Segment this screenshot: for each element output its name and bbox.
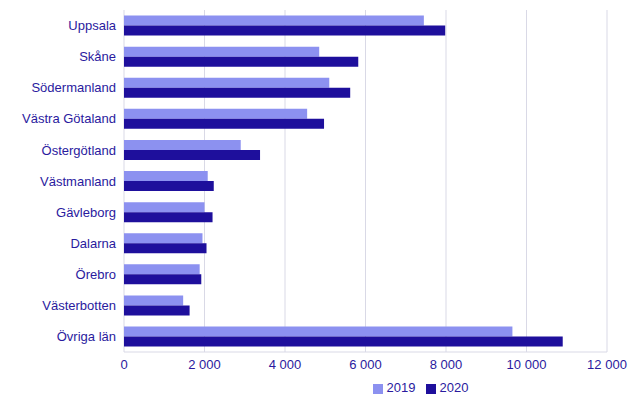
svg-text:Gävleborg: Gävleborg — [56, 205, 116, 220]
html-text:2019: 2019 — [386, 380, 416, 395]
svg-text:Västmanland: Västmanland — [40, 174, 116, 189]
svg-text:Skåne: Skåne — [79, 49, 116, 64]
svg-text:Östergötland: Östergötland — [42, 143, 116, 158]
svg-text:8 000: 8 000 — [430, 357, 463, 372]
svg-text:Övriga län: Övriga län — [57, 329, 116, 344]
svg-text:10 000: 10 000 — [507, 357, 547, 372]
svg-text:Västerbotten: Västerbotten — [42, 298, 116, 313]
svg-text:12 000: 12 000 — [587, 357, 627, 372]
svg-text:Västra Götaland: Västra Götaland — [22, 111, 116, 126]
svg-text:2 000: 2 000 — [188, 357, 221, 372]
svg-text:Örebro: Örebro — [76, 267, 116, 282]
svg-text:Uppsala: Uppsala — [68, 18, 116, 33]
svg-text:Dalarna: Dalarna — [70, 236, 116, 251]
svg-text:Södermanland: Södermanland — [31, 80, 116, 95]
svg-text:0: 0 — [120, 357, 127, 372]
html-text:2020: 2020 — [439, 380, 469, 395]
svg-text:4 000: 4 000 — [269, 357, 302, 372]
svg-text:6 000: 6 000 — [349, 357, 382, 372]
